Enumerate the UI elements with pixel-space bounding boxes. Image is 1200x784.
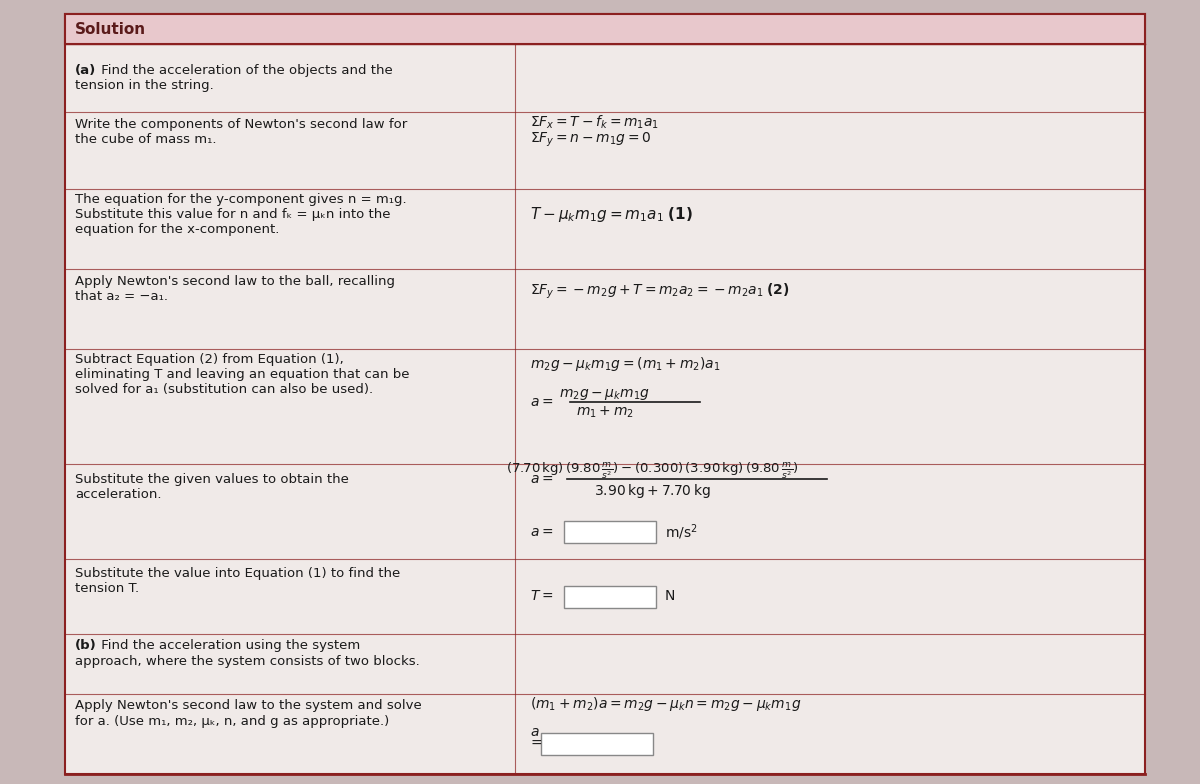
Text: The equation for the y-component gives n = m₁g.: The equation for the y-component gives n… (74, 193, 407, 205)
Text: $T = $: $T = $ (530, 590, 553, 604)
Text: Subtract Equation (2) from Equation (1),: Subtract Equation (2) from Equation (1), (74, 353, 343, 365)
Text: Solution: Solution (74, 21, 146, 37)
Text: =: = (530, 737, 541, 751)
Text: that a₂ = −a₁.: that a₂ = −a₁. (74, 289, 168, 303)
Text: Apply Newton's second law to the system and solve: Apply Newton's second law to the system … (74, 699, 421, 713)
FancyBboxPatch shape (65, 14, 1145, 44)
Text: eliminating T and leaving an equation that can be: eliminating T and leaving an equation th… (74, 368, 409, 380)
Text: $\mathrm{m/s}^2$: $\mathrm{m/s}^2$ (665, 522, 697, 542)
Text: Substitute the given values to obtain the: Substitute the given values to obtain th… (74, 473, 349, 485)
Text: $3.90\,\mathrm{kg} + 7.70\,\mathrm{kg}$: $3.90\,\mathrm{kg} + 7.70\,\mathrm{kg}$ (594, 482, 710, 500)
FancyBboxPatch shape (541, 733, 653, 755)
Text: tension T.: tension T. (74, 583, 139, 596)
Text: $\Sigma F_y = -m_2 g + T = m_2 a_2 = -m_2 a_1 \; \mathbf{(2)}$: $\Sigma F_y = -m_2 g + T = m_2 a_2 = -m_… (530, 281, 790, 300)
Text: N: N (665, 590, 676, 604)
Text: $\Sigma F_y = n - m_1 g = 0$: $\Sigma F_y = n - m_1 g = 0$ (530, 131, 652, 149)
Text: solved for a₁ (substitution can also be used).: solved for a₁ (substitution can also be … (74, 383, 373, 395)
Text: Write the components of Newton's second law for: Write the components of Newton's second … (74, 118, 407, 130)
Text: Find the acceleration using the system: Find the acceleration using the system (97, 640, 360, 652)
Text: $\Sigma F_x = T - f_k = m_1 a_1$: $\Sigma F_x = T - f_k = m_1 a_1$ (530, 114, 659, 131)
Text: the cube of mass m₁.: the cube of mass m₁. (74, 132, 216, 146)
Text: $(7.70\,\mathrm{kg})\,(9.80\,\frac{m}{s^2}) - (0.300)\,(3.90\,\mathrm{kg})\,(9.8: $(7.70\,\mathrm{kg})\,(9.80\,\frac{m}{s^… (505, 460, 798, 481)
Text: $a = $: $a = $ (530, 525, 553, 539)
Text: acceleration.: acceleration. (74, 488, 162, 500)
Text: Find the acceleration of the objects and the: Find the acceleration of the objects and… (97, 64, 392, 77)
Text: (b): (b) (74, 640, 97, 652)
Text: $T - \mu_k m_1 g = m_1 a_1 \; \mathbf{(1)}$: $T - \mu_k m_1 g = m_1 a_1 \; \mathbf{(1… (530, 205, 692, 223)
Text: $a = $: $a = $ (530, 472, 553, 486)
Text: equation for the x-component.: equation for the x-component. (74, 223, 280, 235)
Text: approach, where the system consists of two blocks.: approach, where the system consists of t… (74, 655, 420, 667)
Text: Substitute this value for n and fₖ = μₖn into the: Substitute this value for n and fₖ = μₖn… (74, 208, 390, 220)
Text: for a. (Use m₁, m₂, μₖ, n, and g as appropriate.): for a. (Use m₁, m₂, μₖ, n, and g as appr… (74, 714, 389, 728)
Text: Apply Newton's second law to the ball, recalling: Apply Newton's second law to the ball, r… (74, 274, 395, 288)
FancyBboxPatch shape (65, 14, 1145, 774)
Text: $(m_1 + m_2)a = m_2 g - \mu_k n = m_2 g - \mu_k m_1 g$: $(m_1 + m_2)a = m_2 g - \mu_k n = m_2 g … (530, 695, 802, 713)
Text: $m_1 + m_2$: $m_1 + m_2$ (576, 405, 634, 419)
Text: tension in the string.: tension in the string. (74, 79, 214, 92)
Text: $a = $: $a = $ (530, 395, 553, 409)
Text: Substitute the value into Equation (1) to find the: Substitute the value into Equation (1) t… (74, 568, 401, 580)
Text: $m_2 g - \mu_k m_1 g$: $m_2 g - \mu_k m_1 g$ (559, 387, 650, 401)
Text: $a$: $a$ (530, 725, 540, 739)
FancyBboxPatch shape (564, 586, 656, 608)
FancyBboxPatch shape (564, 521, 656, 543)
Text: $m_2 g - \mu_k m_1 g = (m_1 + m_2) a_1$: $m_2 g - \mu_k m_1 g = (m_1 + m_2) a_1$ (530, 355, 720, 373)
Text: (a): (a) (74, 64, 96, 77)
